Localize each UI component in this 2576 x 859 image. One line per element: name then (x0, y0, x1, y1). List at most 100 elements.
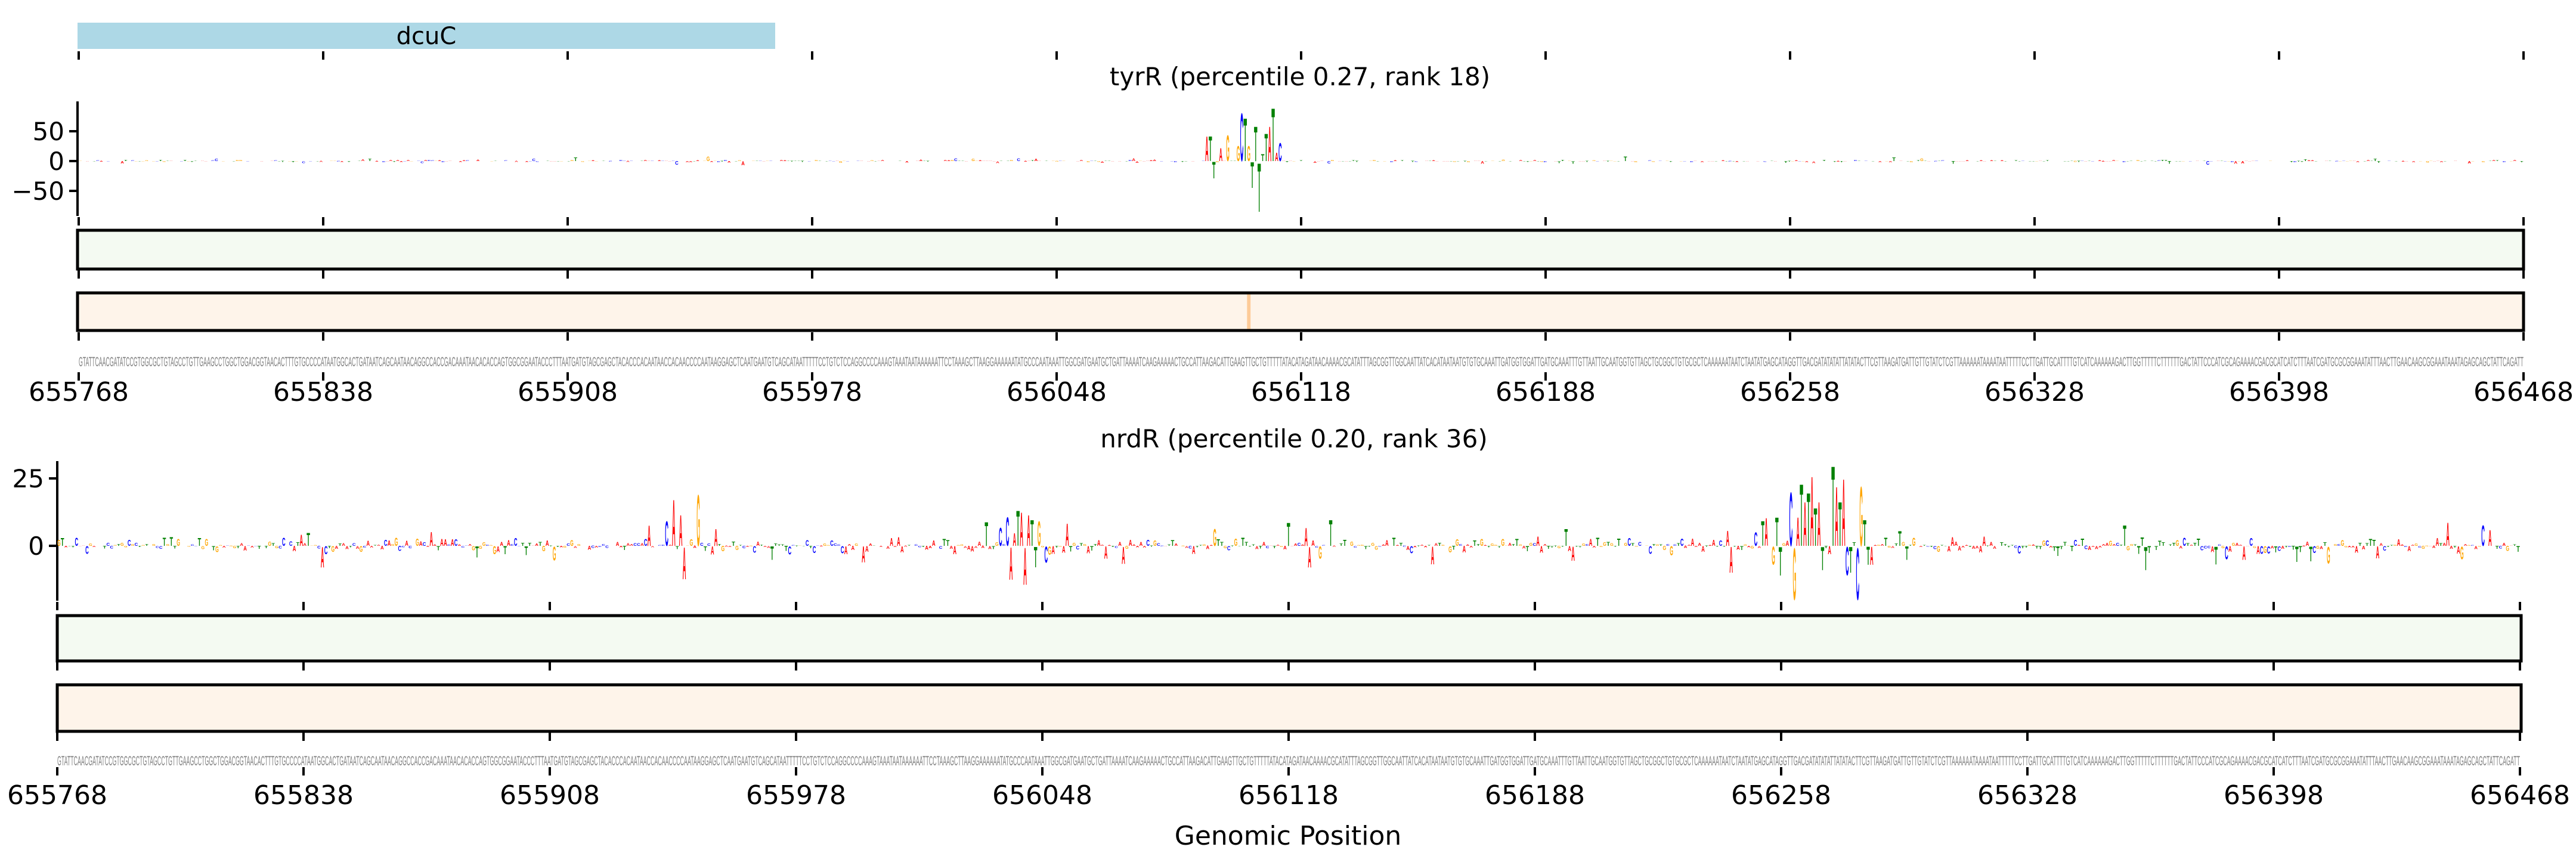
logo-letter-C: C (1160, 161, 1163, 162)
logo-letter-A: A (1976, 546, 1979, 549)
logo-letter-G: G (553, 543, 556, 565)
logo-letter-C: C (837, 545, 841, 546)
logo-letter-T: T (1853, 542, 1856, 547)
logo-letter-C: C (2418, 546, 2422, 548)
logo-letter-C: C (408, 546, 412, 549)
logo-letter-G: G (2253, 546, 2256, 549)
logo-letter-G: G (738, 160, 741, 161)
logo-letter-C: C (1673, 544, 1677, 546)
logo-letter-A: A (445, 161, 448, 162)
logo-letter-G: G (2109, 540, 2113, 548)
logo-letter-A: A (2503, 542, 2506, 547)
logo-letter-T: T (1498, 161, 1501, 162)
logo-letter-G: G (395, 536, 398, 549)
logo-letter-G: G (1519, 545, 1522, 547)
logo-letter-T: T (1184, 161, 1188, 162)
logo-letter-C: C (110, 546, 113, 549)
logo-letter-G: G (2414, 543, 2418, 547)
logo-letter-T: T (190, 161, 194, 162)
logo-letter-T: T (2193, 542, 2197, 547)
logo-letter-A: A (1962, 161, 1965, 162)
logo-letter-A: A (1980, 160, 1983, 161)
logo-letter-C: C (742, 546, 746, 549)
x-tick-label: 656048 (992, 780, 1092, 811)
logo-letter-T: T (961, 160, 965, 161)
logo-letter-T: T (1452, 545, 1456, 551)
logo-letter-C: C (1926, 546, 1930, 547)
logo-letter-G: G (1491, 160, 1495, 161)
logo-letter-G: G (295, 161, 299, 162)
logo-letter-A: A (388, 539, 391, 548)
logo-letter-T: T (1775, 510, 1779, 555)
logo-letter-A: A (438, 160, 441, 162)
logo-letter-A: A (1990, 160, 1993, 162)
logo-letter-T: T (1800, 466, 1803, 565)
logo-letter-A: A (345, 545, 349, 551)
logo-letter-T: T (1329, 513, 1333, 554)
logo-letter-T: T (281, 161, 285, 162)
logo-letter-T: T (277, 161, 281, 162)
logo-letter-A: A (271, 160, 274, 161)
logo-letter-A: A (689, 161, 693, 163)
logo-letter-A: A (648, 519, 651, 552)
logo-letter-A: A (1136, 546, 1140, 548)
logo-letter-T: T (1261, 152, 1265, 163)
logo-letter-T: T (236, 545, 240, 549)
panel-tyrR: tyrR (percentile 0.27, rank 18) 500−50GA… (11, 62, 2574, 407)
logo-letter-T: T (1258, 149, 1261, 227)
logo-letter-C: C (106, 542, 110, 547)
x-tick-label: 656188 (1496, 377, 1596, 407)
logo-letter-C: C (665, 514, 668, 554)
logo-letter-T: T (1233, 160, 1237, 161)
logo-letter-G: G (1610, 160, 1614, 161)
logo-letter-A: A (949, 545, 953, 551)
logo-letter-G: G (1885, 161, 1889, 162)
logo-letter-G: G (2334, 544, 2337, 546)
logo-letter-C: C (85, 543, 89, 556)
logo-letter-G: G (145, 160, 148, 162)
logo-letter-A: A (2352, 160, 2356, 161)
logo-letter-A: A (1965, 545, 1968, 546)
logo-letter-A: A (780, 160, 784, 161)
track-background (57, 685, 2521, 731)
logo-letter-G: G (956, 545, 960, 546)
logo-letter-A: A (2239, 545, 2243, 546)
logo-letter-A: A (553, 161, 556, 162)
reference-sequence: GTATTCAACGATATCCGTGGCGCTGTAGCCTGTTGAAGCC… (79, 354, 2524, 369)
logo-letter-G: G (1652, 161, 1655, 162)
logo-letter-G: G (2042, 539, 2046, 548)
logo-letter-T: T (232, 161, 236, 162)
logo-letter-T: T (2004, 543, 2007, 547)
logo-letter-T: T (2292, 545, 2295, 551)
logo-letter-T: T (338, 543, 342, 546)
logo-letter-C: C (2091, 161, 2095, 162)
logo-letter-C: C (1941, 160, 1945, 161)
logo-letter-C: C (915, 545, 918, 546)
logo-letter-A: A (1122, 542, 1125, 570)
logo-letter-A: A (1684, 546, 1688, 549)
logo-letter-A: A (2492, 160, 2496, 162)
logo-letter-T: T (166, 160, 169, 161)
logo-letter-T: T (2453, 546, 2457, 549)
logo-letter-T: T (2363, 161, 2367, 162)
logo-letter-T: T (1355, 161, 1359, 162)
logo-letter-T: T (1617, 536, 1621, 548)
logo-letter-C: C (2481, 519, 2485, 552)
logo-letter-A: A (1989, 541, 1993, 548)
logo-letter-G: G (1139, 161, 1143, 162)
logo-letter-G: G (124, 546, 128, 548)
logo-letter-A: A (507, 539, 510, 548)
logo-letter-C: C (1532, 543, 1536, 547)
logo-letter-G: G (571, 160, 574, 162)
logo-letter-A: A (1891, 546, 1894, 549)
logo-letter-T: T (2328, 160, 2332, 161)
logo-letter-A: A (1345, 161, 1348, 162)
logo-letter-A: A (1132, 159, 1135, 162)
logo-letter-A: A (2457, 544, 2460, 555)
logo-letter-T: T (1417, 546, 1420, 547)
logo-letter-T: T (2063, 540, 2067, 547)
logo-letter-C: C (1202, 161, 1205, 162)
logo-letter-G: G (435, 160, 438, 161)
logo-letter-C: C (2206, 160, 2210, 166)
logo-letter-T: T (2370, 160, 2374, 161)
